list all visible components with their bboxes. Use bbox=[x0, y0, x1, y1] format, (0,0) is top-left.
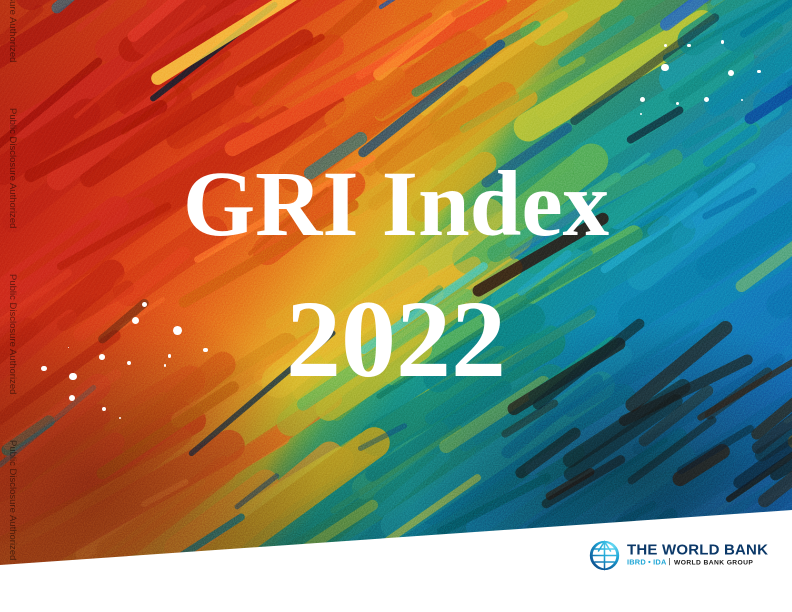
svg-text:WORLD BANK GROUP: WORLD BANK GROUP bbox=[674, 559, 753, 566]
svg-text:IBRD • IDA: IBRD • IDA bbox=[627, 557, 667, 566]
svg-text:THE WORLD BANK: THE WORLD BANK bbox=[627, 542, 768, 559]
